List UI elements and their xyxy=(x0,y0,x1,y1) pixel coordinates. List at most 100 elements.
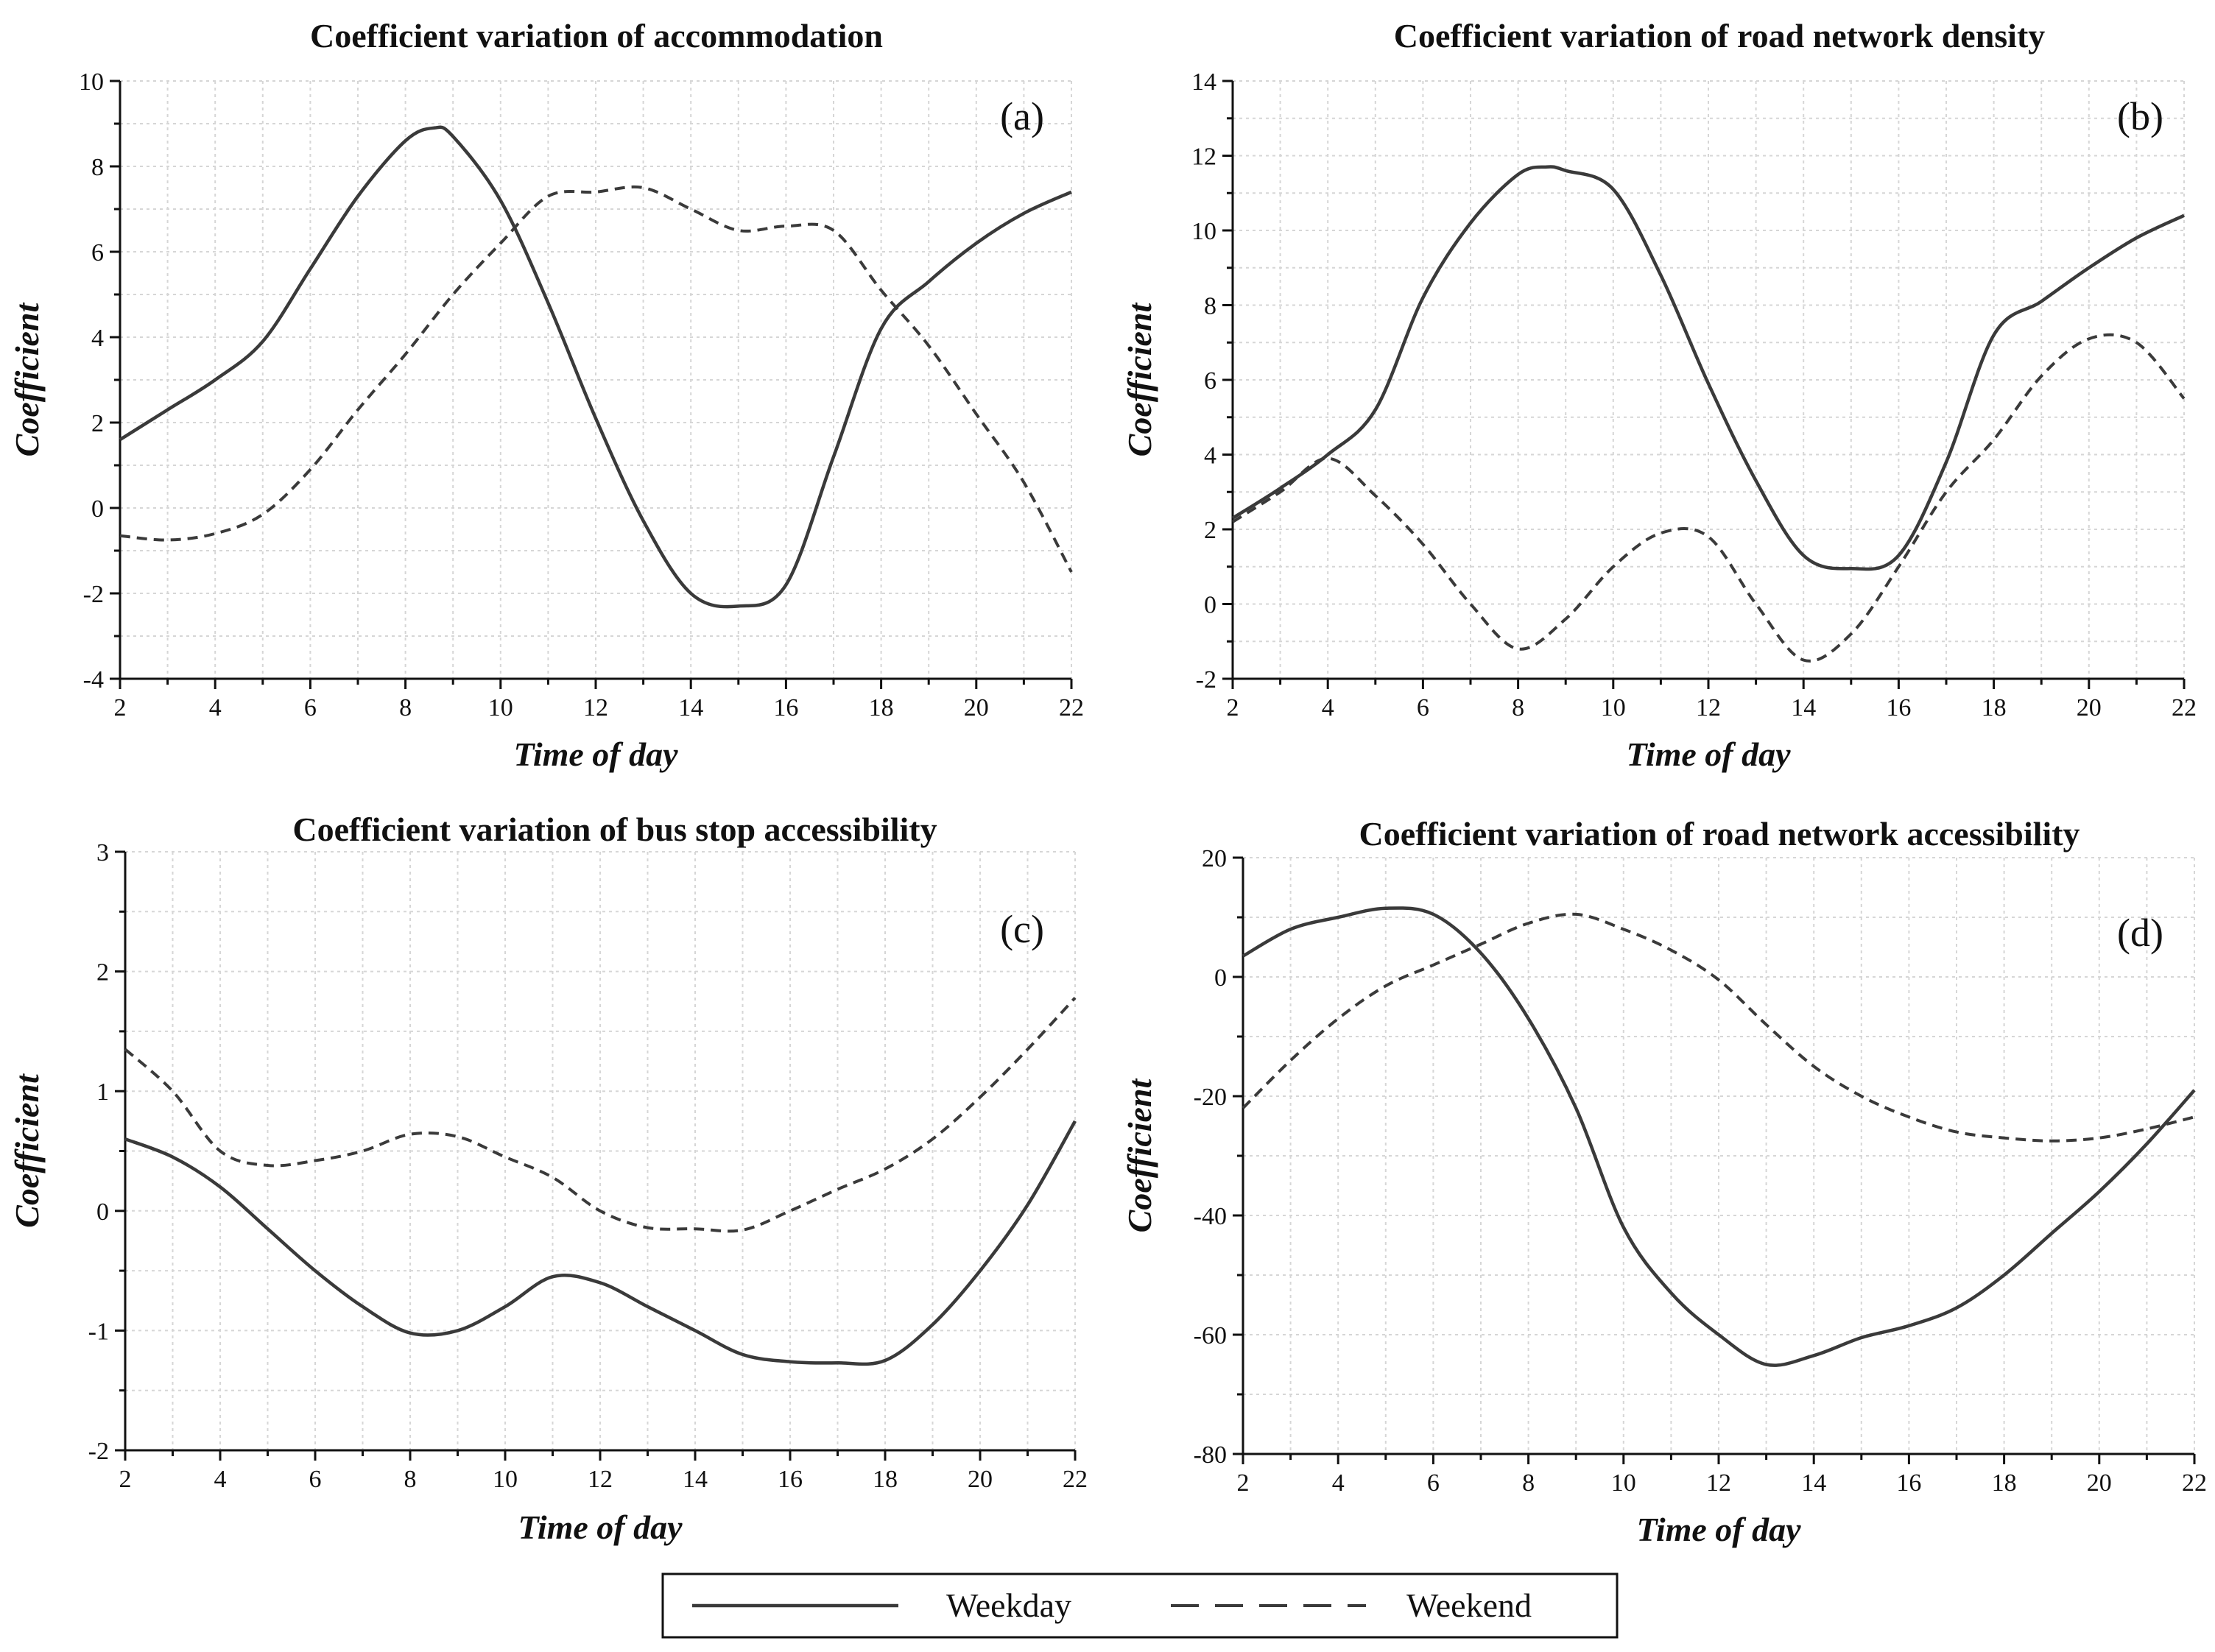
panel-b-weekday-line xyxy=(1231,165,2185,571)
panel-d-x-tick-label: 10 xyxy=(1611,1469,1636,1497)
panel-d-tag: (d) xyxy=(2117,911,2163,955)
panel-d-y-tick-label: 20 xyxy=(1202,845,1227,872)
panel-c-y-tick-label: 1 xyxy=(96,1079,109,1106)
panel-d-y-tick-label: -60 xyxy=(1194,1322,1227,1349)
panel-a-x-tick-label: 12 xyxy=(583,694,608,721)
panel-b-y-tick-label: 4 xyxy=(1204,442,1216,470)
panel-d-x-tick-label: 6 xyxy=(1427,1469,1440,1497)
panel-d-title: Coefficient variation of road network ac… xyxy=(1359,815,2080,853)
panel-b-x-tick-label: 2 xyxy=(1227,694,1239,721)
panel-a-y-tick-label: 2 xyxy=(91,410,104,437)
panel-b-y-tick-label: 6 xyxy=(1204,367,1216,395)
panel-a-weekend-line xyxy=(119,185,1073,573)
panel-a: Coefficient variation of accommodation 2… xyxy=(8,17,1084,773)
panel-c-y-tick-label: -1 xyxy=(88,1318,109,1345)
panel-c-x-tick-label: 4 xyxy=(214,1466,227,1493)
panel-b-y-tick-label: 14 xyxy=(1191,68,1216,96)
panel-b-y-tick-label: -2 xyxy=(1196,666,1216,693)
panel-b-x-tick-label: 4 xyxy=(1322,694,1334,721)
panel-a-x-tick-label: 16 xyxy=(773,694,798,721)
panel-d-y-tick-label: 0 xyxy=(1214,964,1227,992)
panel-c-y-tick-label: 0 xyxy=(96,1199,109,1226)
panel-b-y-axis-label: Coefficient xyxy=(1121,302,1158,456)
panel-a-x-tick-label: 20 xyxy=(964,694,989,721)
panel-d-x-axis-label: Time of day xyxy=(1636,1511,1801,1548)
panel-b-grid xyxy=(1233,80,2185,679)
panel-d-weekday-line xyxy=(1242,906,2196,1367)
panel-a-grid xyxy=(120,80,1072,679)
panel-d-x-tick-label: 4 xyxy=(1332,1469,1345,1497)
panel-a-y-tick-label: 0 xyxy=(91,495,104,523)
panel-c-x-tick-label: 8 xyxy=(404,1466,417,1493)
panel-a-title: Coefficient variation of accommodation xyxy=(310,17,883,54)
panel-d-x-tick-label: 12 xyxy=(1706,1469,1731,1497)
panel-a-x-tick-label: 22 xyxy=(1059,694,1084,721)
panel-a-y-tick-label: 10 xyxy=(79,68,104,96)
panel-a-x-tick-label: 18 xyxy=(869,694,894,721)
panel-c-x-axis-label: Time of day xyxy=(518,1508,683,1546)
panel-b-y-tick-label: 10 xyxy=(1191,218,1216,245)
panel-a-x-axis-label: Time of day xyxy=(513,735,678,773)
panel-d-x-tick-label: 22 xyxy=(2182,1469,2207,1497)
panel-b-x-tick-label: 20 xyxy=(2077,694,2102,721)
panel-b-x-tick-label: 14 xyxy=(1791,694,1816,721)
panel-b-y-tick-label: 2 xyxy=(1204,517,1216,544)
panel-c-weekend-line xyxy=(124,997,1077,1233)
legend: Weekday Weekend xyxy=(661,1572,1619,1639)
panel-a-tag: (a) xyxy=(1000,94,1044,138)
panel-c-tag: (c) xyxy=(1000,907,1044,951)
panel-a-y-axis-label: Coefficient xyxy=(8,302,46,456)
panel-c-title: Coefficient variation of bus stop access… xyxy=(292,811,937,848)
panel-a-x-tick-label: 10 xyxy=(488,694,513,721)
panel-b-tag: (b) xyxy=(2117,94,2163,138)
panel-b-weekend-line xyxy=(1231,333,2186,663)
panel-b-x-tick-label: 6 xyxy=(1417,694,1429,721)
panel-d-grid xyxy=(1243,857,2195,1454)
panel-a-x-tick-label: 8 xyxy=(399,694,412,721)
panel-c-y-tick-label: -2 xyxy=(88,1438,109,1465)
panel-a-y-tick-label: -4 xyxy=(83,666,104,693)
panel-d-y-tick-label: -20 xyxy=(1194,1084,1227,1111)
panel-b: Coefficient variation of road network de… xyxy=(1121,17,2197,773)
panel-b-x-axis-label: Time of day xyxy=(1626,735,1791,773)
panel-a-y-tick-label: -2 xyxy=(83,581,104,608)
panel-d-x-tick-label: 18 xyxy=(1992,1469,2017,1497)
panel-c-y-tick-label: 2 xyxy=(96,959,109,986)
panel-c-x-tick-label: 6 xyxy=(309,1466,322,1493)
panel-d-x-tick-label: 14 xyxy=(1801,1469,1826,1497)
panel-a-x-tick-label: 4 xyxy=(209,694,222,721)
panel-c-y-axis-label: Coefficient xyxy=(8,1073,46,1228)
panel-d-x-tick-label: 20 xyxy=(2087,1469,2112,1497)
panel-c-x-tick-label: 22 xyxy=(1063,1466,1088,1493)
panel-a-y-tick-label: 4 xyxy=(91,325,104,352)
panel-c-x-tick-label: 12 xyxy=(588,1466,613,1493)
panel-d-weekend-line xyxy=(1242,912,2195,1143)
panel-b-x-tick-label: 12 xyxy=(1696,694,1721,721)
panel-d-y-tick-label: -80 xyxy=(1194,1441,1227,1469)
legend-weekday-label: Weekday xyxy=(946,1586,1071,1624)
panel-b-y-tick-label: 0 xyxy=(1204,592,1216,619)
panel-b-y-tick-label: 12 xyxy=(1191,144,1216,171)
panel-d: Coefficient variation of road network ac… xyxy=(1121,815,2207,1548)
panel-c-y-tick-label: 3 xyxy=(96,839,109,866)
panel-c-x-tick-label: 2 xyxy=(119,1466,132,1493)
panel-c-weekday-line xyxy=(124,1120,1077,1366)
panel-c: Coefficient variation of bus stop access… xyxy=(8,811,1088,1546)
panel-b-title: Coefficient variation of road network de… xyxy=(1394,17,2046,54)
panel-a-x-tick-label: 6 xyxy=(304,694,317,721)
panel-a-x-tick-label: 14 xyxy=(678,694,703,721)
panel-c-x-tick-label: 20 xyxy=(968,1466,993,1493)
panel-a-y-tick-label: 8 xyxy=(91,154,104,181)
panel-b-x-tick-label: 18 xyxy=(1982,694,2007,721)
panel-d-x-tick-label: 8 xyxy=(1522,1469,1535,1497)
panel-c-x-tick-label: 16 xyxy=(778,1466,803,1493)
panel-b-x-tick-label: 16 xyxy=(1886,694,1911,721)
panel-b-x-tick-label: 10 xyxy=(1601,694,1626,721)
panel-c-x-tick-label: 14 xyxy=(683,1466,708,1493)
legend-weekend-label: Weekend xyxy=(1406,1586,1532,1624)
panel-a-weekday-line xyxy=(119,125,1072,609)
panel-d-y-tick-label: -40 xyxy=(1194,1203,1227,1230)
panel-d-y-axis-label: Coefficient xyxy=(1121,1078,1158,1232)
panel-b-x-tick-label: 22 xyxy=(2172,694,2197,721)
